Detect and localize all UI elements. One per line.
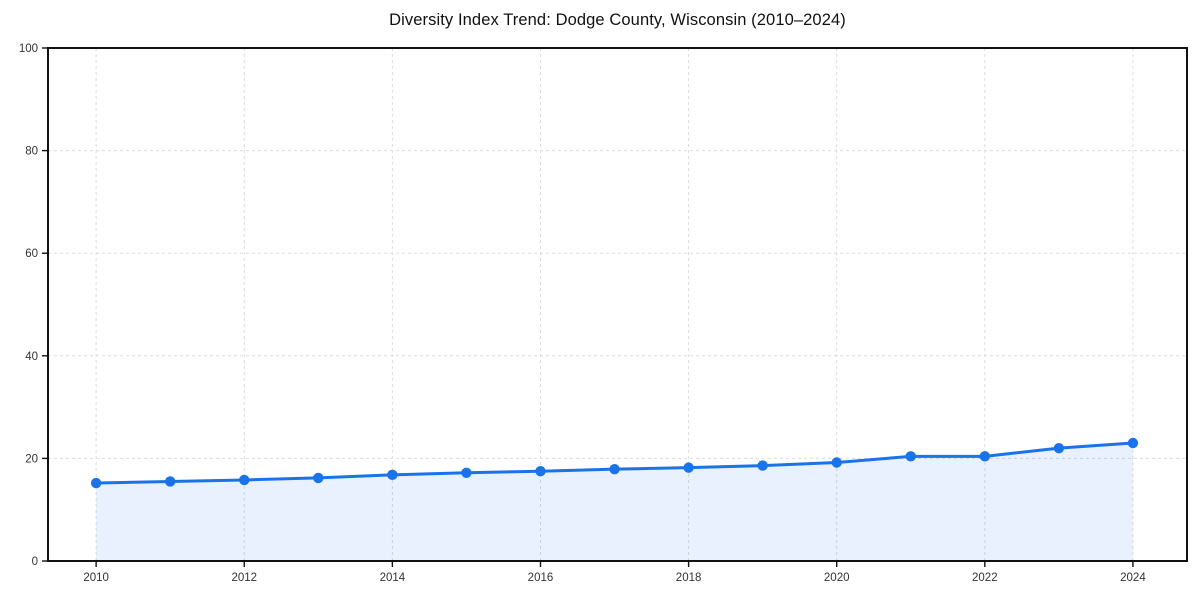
y-tick-label: 0 bbox=[32, 556, 38, 568]
data-point bbox=[535, 466, 546, 477]
data-point bbox=[1127, 437, 1139, 449]
x-tick-label: 2024 bbox=[1120, 572, 1146, 584]
data-point bbox=[831, 457, 842, 468]
data-point bbox=[90, 477, 102, 489]
x-tick-label: 2014 bbox=[380, 572, 406, 584]
x-tick-label: 2020 bbox=[824, 572, 850, 584]
y-tick-label: 80 bbox=[25, 146, 38, 158]
data-point bbox=[979, 451, 991, 462]
data-point bbox=[609, 463, 620, 475]
data-point bbox=[164, 476, 176, 487]
x-tick-label: 2022 bbox=[972, 572, 998, 584]
plot-border bbox=[47, 47, 1188, 562]
data-point bbox=[1053, 442, 1065, 454]
chart-title: Diversity Index Trend: Dodge County, Wis… bbox=[389, 11, 846, 29]
x-tick-label: 2010 bbox=[83, 572, 109, 584]
data-point bbox=[683, 462, 694, 473]
data-point bbox=[757, 460, 768, 471]
data-point bbox=[387, 469, 398, 481]
data-point bbox=[239, 474, 250, 486]
y-tick-label: 40 bbox=[25, 351, 38, 363]
y-tick-label: 100 bbox=[19, 43, 38, 55]
data-point bbox=[313, 472, 324, 484]
x-tick-label: 2018 bbox=[676, 572, 702, 584]
y-tick-label: 20 bbox=[25, 453, 38, 465]
data-point bbox=[905, 451, 916, 462]
x-tick-label: 2012 bbox=[231, 572, 257, 584]
area-fill bbox=[96, 443, 1133, 561]
y-tick-label: 60 bbox=[25, 248, 38, 260]
data-point bbox=[461, 467, 472, 478]
x-tick-label: 2016 bbox=[528, 572, 554, 584]
